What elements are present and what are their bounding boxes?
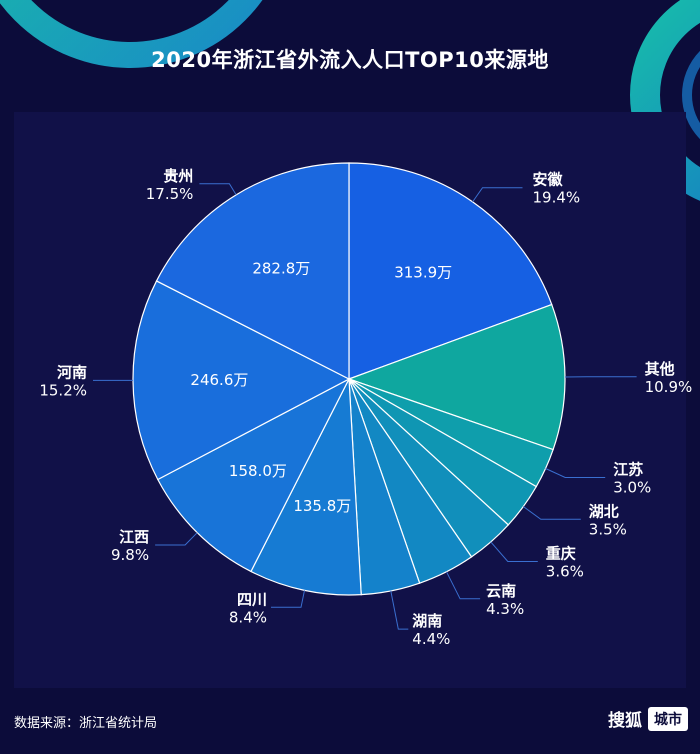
slice-云南-name: 云南	[486, 582, 516, 600]
slice-湖北-leader	[523, 506, 581, 520]
slice-江西-percent: 9.8%	[111, 546, 149, 564]
slice-湖北-percent: 3.5%	[589, 520, 627, 538]
slice-重庆-percent: 3.6%	[546, 563, 584, 581]
slice-江西-name: 江西	[119, 528, 149, 546]
slice-安徽-leader	[472, 187, 523, 203]
slice-江苏-leader	[545, 468, 606, 478]
slice-重庆-name: 重庆	[546, 545, 576, 563]
data-source: 数据来源：浙江省统计局	[14, 716, 158, 731]
slice-四川-value: 135.8万	[293, 497, 351, 515]
slice-湖南-leader	[390, 590, 409, 630]
slice-四川	[250, 376, 362, 596]
slice-安徽-name: 安徽	[533, 171, 564, 189]
slice-四川-leader	[271, 590, 305, 608]
slice-四川-name: 四川	[237, 590, 267, 608]
slice-江西	[156, 377, 351, 573]
slice-湖北-name: 湖北	[589, 502, 619, 520]
brand-tag: 城市	[648, 706, 688, 731]
brand-name: 搜狐	[608, 711, 642, 731]
pie	[132, 162, 566, 596]
slice-河南-percent: 15.2%	[39, 381, 87, 399]
slice-湖南-percent: 4.4%	[412, 630, 450, 648]
decor-ring-top-left	[0, 0, 263, 68]
slice-湖南-name: 湖南	[412, 612, 442, 630]
slice-贵州-value: 282.8万	[252, 260, 310, 278]
slice-四川-percent: 8.4%	[229, 608, 267, 626]
brand: 搜狐 城市	[608, 706, 688, 731]
slice-安徽-percent: 19.4%	[533, 189, 581, 207]
slice-安徽-value: 313.9万	[394, 264, 452, 282]
slice-河南-name: 河南	[57, 363, 87, 381]
slice-贵州-leader	[199, 183, 237, 196]
slice-河南	[132, 280, 351, 481]
slice-重庆-leader	[490, 541, 538, 562]
slice-河南-value: 246.6万	[190, 371, 248, 389]
slice-其他	[347, 303, 566, 451]
decor-ring-top-right-inner	[682, 50, 700, 140]
slice-江苏-percent: 3.0%	[613, 479, 651, 497]
slice-云南-leader	[446, 571, 481, 600]
slice-贵州-percent: 17.5%	[146, 185, 194, 203]
slice-江西-value: 158.0万	[229, 462, 287, 480]
slice-其他-name: 其他	[645, 360, 675, 378]
slice-云南-percent: 4.3%	[486, 600, 524, 618]
slice-其他-percent: 10.9%	[645, 378, 693, 396]
slice-江苏-name: 江苏	[613, 461, 643, 479]
slice-贵州-name: 贵州	[163, 167, 193, 185]
chart-title: 2020年浙江省外流入人口TOP10来源地	[151, 48, 549, 72]
decor-ring-top-right	[630, 0, 700, 201]
slice-江西-leader	[155, 532, 198, 546]
slice-贵州	[155, 162, 350, 380]
